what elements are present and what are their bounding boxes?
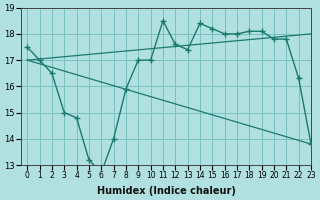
X-axis label: Humidex (Indice chaleur): Humidex (Indice chaleur) xyxy=(97,186,236,196)
